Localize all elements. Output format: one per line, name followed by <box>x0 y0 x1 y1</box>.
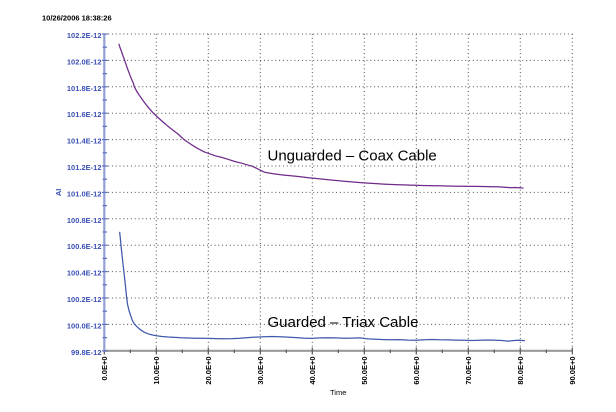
svg-text:80.0E+0: 80.0E+0 <box>516 357 525 385</box>
svg-text:101.8E-12: 101.8E-12 <box>67 84 102 93</box>
svg-text:101.4E-12: 101.4E-12 <box>67 137 102 146</box>
svg-text:Time: Time <box>330 388 346 397</box>
svg-text:100.8E-12: 100.8E-12 <box>67 216 102 225</box>
svg-text:102.2E-12: 102.2E-12 <box>67 31 102 40</box>
svg-text:50.0E+0: 50.0E+0 <box>360 357 369 385</box>
svg-text:0.0E+0: 0.0E+0 <box>100 357 109 381</box>
svg-text:20.0E+0: 20.0E+0 <box>204 357 213 385</box>
svg-text:100.0E-12: 100.0E-12 <box>67 321 102 330</box>
svg-text:AI: AI <box>54 189 63 197</box>
svg-text:Unguarded – Coax Cable: Unguarded – Coax Cable <box>268 148 437 165</box>
svg-text:10/26/2006 18:38:26: 10/26/2006 18:38:26 <box>42 13 112 22</box>
svg-text:101.0E-12: 101.0E-12 <box>67 189 102 198</box>
svg-text:60.0E+0: 60.0E+0 <box>412 357 421 385</box>
svg-text:101.2E-12: 101.2E-12 <box>67 163 102 172</box>
svg-text:99.8E-12: 99.8E-12 <box>71 348 101 357</box>
svg-text:10.0E+0: 10.0E+0 <box>152 357 161 385</box>
svg-text:Guarded – Triax Cable: Guarded – Triax Cable <box>268 314 419 331</box>
svg-text:30.0E+0: 30.0E+0 <box>256 357 265 385</box>
svg-text:102.0E-12: 102.0E-12 <box>67 57 102 66</box>
svg-text:100.2E-12: 100.2E-12 <box>67 295 102 304</box>
svg-text:100.6E-12: 100.6E-12 <box>67 242 102 251</box>
svg-text:90.0E+0: 90.0E+0 <box>568 357 577 385</box>
svg-text:40.0E+0: 40.0E+0 <box>308 357 317 385</box>
svg-text:100.4E-12: 100.4E-12 <box>67 269 102 278</box>
svg-text:70.0E+0: 70.0E+0 <box>464 357 473 385</box>
svg-text:101.6E-12: 101.6E-12 <box>67 110 102 119</box>
